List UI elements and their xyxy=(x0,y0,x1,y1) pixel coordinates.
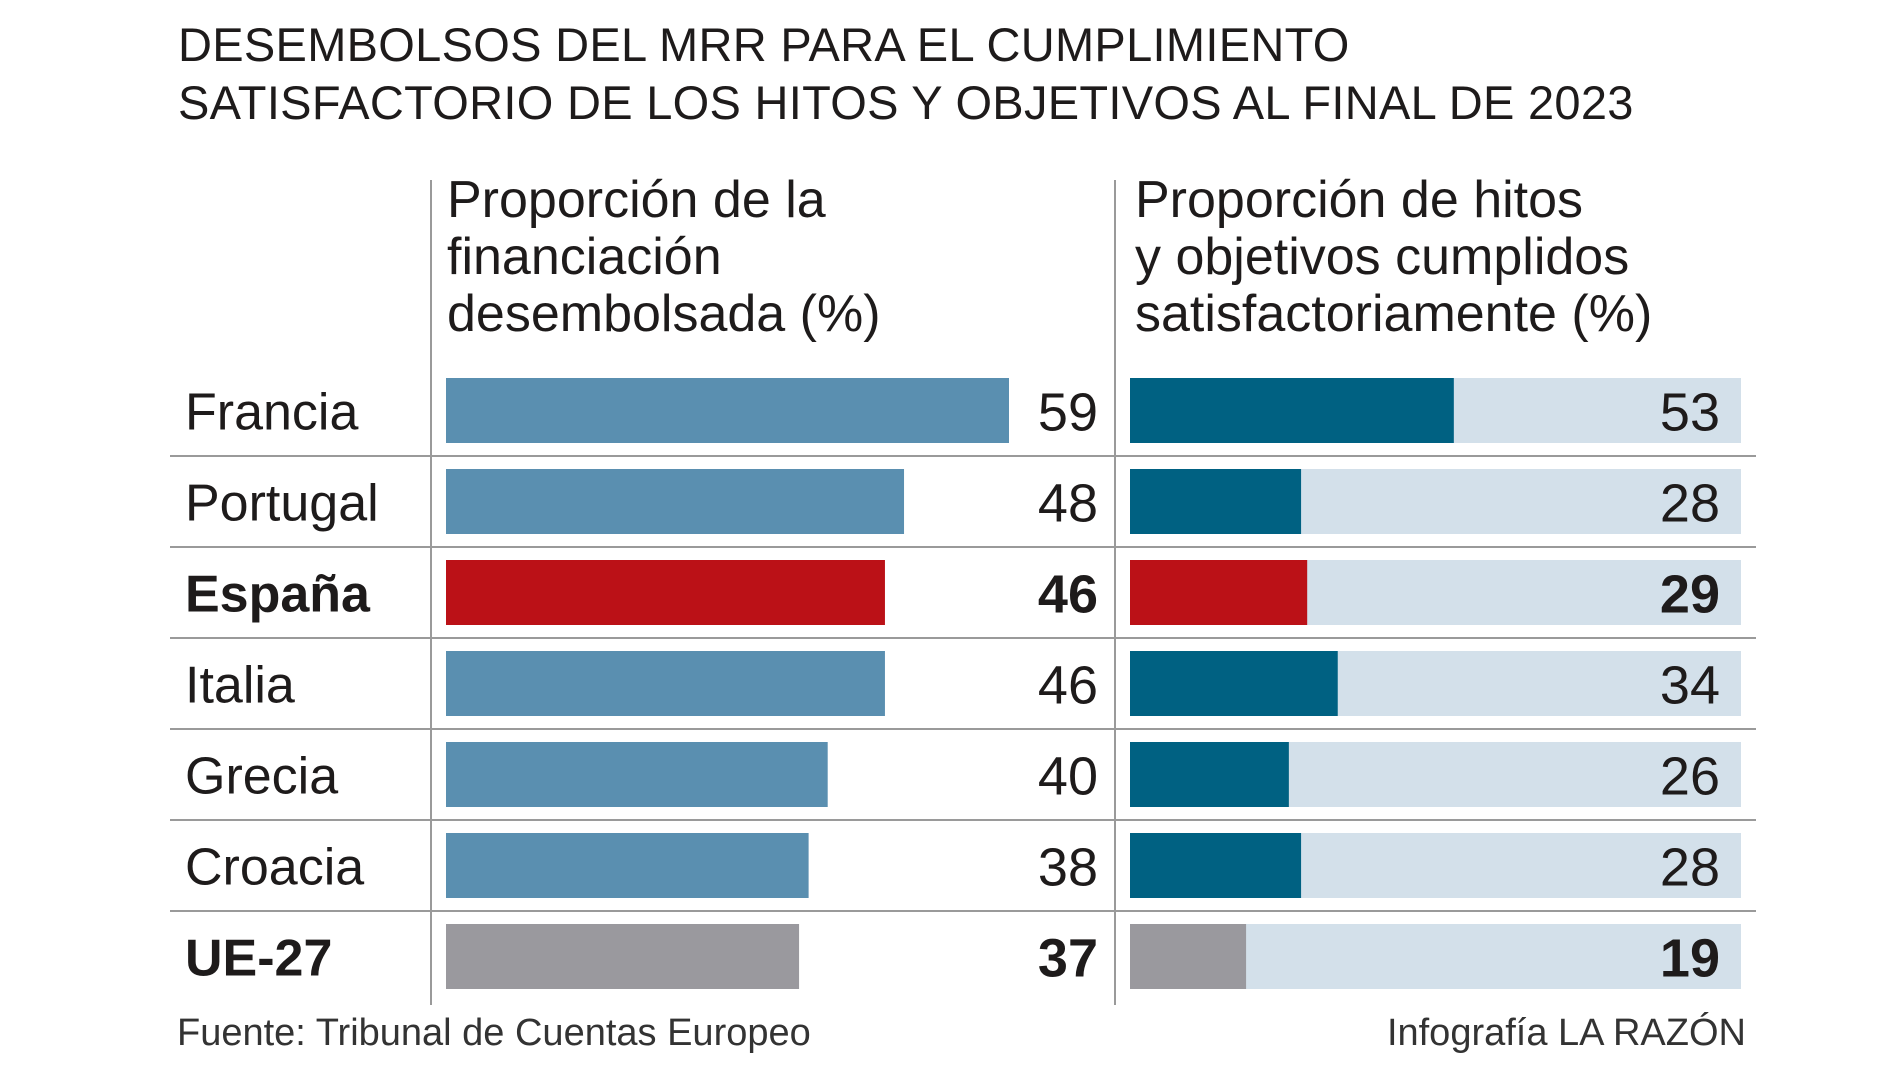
category-label-italia: Italia xyxy=(185,657,295,715)
category-label-espana: España xyxy=(185,566,371,624)
left-value-italia: 46 xyxy=(1038,656,1098,716)
category-label-ue-27: UE-27 xyxy=(185,930,332,988)
left-bar-italia xyxy=(446,651,885,716)
left-column-header: Proporción de la financiación desembolsa… xyxy=(447,172,881,343)
right-value-grecia: 26 xyxy=(1660,747,1720,807)
right-value-espana: 29 xyxy=(1660,565,1720,625)
right-column-header: Proporción de hitos y objetivos cumplido… xyxy=(1135,172,1652,343)
left-bar-francia xyxy=(446,378,1009,443)
left-value-croacia: 38 xyxy=(1038,838,1098,898)
right-value-portugal: 28 xyxy=(1660,474,1720,534)
left-bar-grecia xyxy=(446,742,828,807)
right-value-francia: 53 xyxy=(1660,383,1720,443)
left-value-portugal: 48 xyxy=(1038,474,1098,534)
left-header-line-3: desembolsada (%) xyxy=(447,285,881,343)
right-bar-croacia xyxy=(1130,833,1302,898)
left-bar-portugal xyxy=(446,469,905,534)
right-value-ue-27: 19 xyxy=(1660,929,1720,989)
left-value-ue-27: 37 xyxy=(1038,929,1098,989)
right-bar-ue-27 xyxy=(1130,924,1247,989)
right-header-line-1: Proporción de hitos xyxy=(1135,171,1584,229)
credit-note: Infografía LA RAZÓN xyxy=(1386,1012,1746,1054)
right-header-line-2: y objetivos cumplidos xyxy=(1135,228,1630,286)
right-header-line-3: satisfactoriamente (%) xyxy=(1135,285,1653,343)
category-label-grecia: Grecia xyxy=(185,748,338,806)
category-label-francia: Francia xyxy=(185,384,358,442)
right-bar-espana xyxy=(1130,560,1308,625)
right-value-croacia: 28 xyxy=(1660,838,1720,898)
category-label-portugal: Portugal xyxy=(185,475,379,533)
chart-title: DESEMBOLSOS DEL MRR PARA EL CUMPLIMIENTO… xyxy=(178,16,1778,132)
left-header-line-2: financiación xyxy=(447,228,722,286)
right-bar-portugal xyxy=(1130,469,1302,534)
left-value-francia: 59 xyxy=(1038,383,1098,443)
left-header-line-1: Proporción de la xyxy=(447,171,826,229)
chart-title-line-2: SATISFACTORIO DE LOS HITOS Y OBJETIVOS A… xyxy=(178,76,1634,129)
right-value-italia: 34 xyxy=(1660,656,1720,716)
left-value-espana: 46 xyxy=(1038,565,1098,625)
right-bar-italia xyxy=(1130,651,1338,716)
right-bar-grecia xyxy=(1130,742,1289,807)
category-label-croacia: Croacia xyxy=(185,839,364,897)
left-bar-ue-27 xyxy=(446,924,800,989)
chart-title-line-1: DESEMBOLSOS DEL MRR PARA EL CUMPLIMIENTO xyxy=(178,18,1350,71)
left-value-grecia: 40 xyxy=(1038,747,1098,807)
left-bar-espana xyxy=(446,560,885,625)
source-note: Fuente: Tribunal de Cuentas Europeo xyxy=(177,1012,811,1054)
left-bar-croacia xyxy=(446,833,809,898)
right-bar-francia xyxy=(1130,378,1454,443)
